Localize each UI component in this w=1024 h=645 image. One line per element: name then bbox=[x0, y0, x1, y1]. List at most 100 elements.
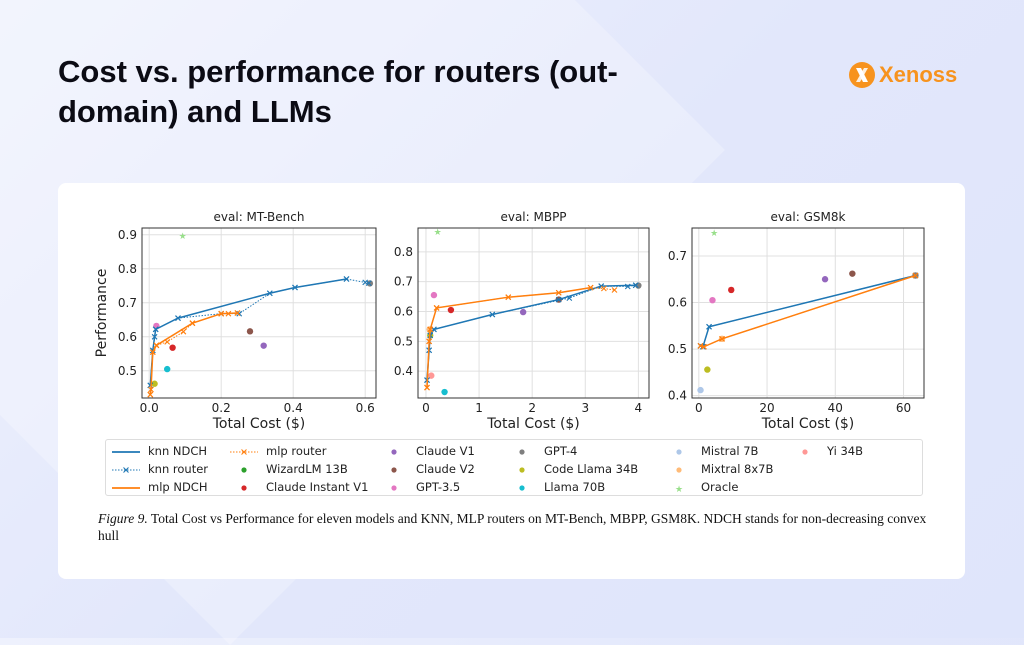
star-icon: ★ bbox=[665, 482, 693, 495]
marker-mlp-router bbox=[149, 349, 156, 355]
y-tick-label: 0.8 bbox=[118, 262, 137, 276]
marker-mlp-router bbox=[719, 335, 725, 342]
legend-item: ★ Oracle bbox=[665, 478, 791, 496]
point-oracle: ★ bbox=[179, 232, 187, 242]
x-tick-label: 20 bbox=[759, 401, 774, 415]
y-tick-label: 0.6 bbox=[668, 296, 687, 310]
marker-knn-NDCH bbox=[555, 296, 562, 303]
y-tick-label: 0.7 bbox=[118, 296, 137, 310]
dot-icon bbox=[508, 464, 536, 474]
x-tick-label: 60 bbox=[896, 401, 911, 415]
chart-title: eval: MT-Bench bbox=[214, 210, 305, 224]
point-claude-v1 bbox=[519, 308, 527, 316]
y-tick-label: 0.4 bbox=[394, 364, 413, 378]
dot-icon bbox=[508, 446, 536, 456]
point-llama-70b bbox=[164, 365, 171, 373]
legend-item: GPT-4 bbox=[508, 442, 665, 460]
legend-label: Llama 70B bbox=[544, 480, 606, 494]
marker-knn-router bbox=[236, 310, 243, 317]
legend-label: knn NDCH bbox=[148, 444, 208, 458]
series-mlp-NDCH bbox=[426, 286, 591, 388]
marker-mlp-router bbox=[611, 287, 618, 293]
figure-card bbox=[58, 183, 965, 579]
line-icon bbox=[112, 482, 140, 492]
chart-title: eval: MBPP bbox=[500, 210, 566, 224]
x-tick-label: 0.4 bbox=[284, 401, 303, 415]
marker-mlp-router bbox=[701, 343, 707, 350]
point-claude-v2 bbox=[246, 328, 254, 335]
marker-knn-router bbox=[632, 282, 639, 289]
caption-label: Figure 9. bbox=[98, 511, 148, 526]
legend-item: Mixtral 8x7B bbox=[665, 460, 791, 478]
dot-icon bbox=[230, 482, 258, 492]
chart-0: 0.0 0.2 0.4 0.6 0.5 0.6 0.7 0.8 0.9 eval: MT-Benc… bbox=[94, 210, 377, 432]
legend-label: GPT-4 bbox=[544, 444, 578, 458]
y-tick-label: 0.7 bbox=[394, 275, 413, 289]
marker-knn-router bbox=[489, 311, 496, 318]
legend-item: WizardLM 13B bbox=[230, 460, 380, 478]
point-claude-instant-v1 bbox=[728, 286, 735, 294]
legend-label: knn router bbox=[148, 462, 209, 476]
y-axis-label: Performance bbox=[94, 269, 110, 358]
point-code-llama-34b bbox=[151, 380, 158, 387]
marker-knn-router bbox=[706, 323, 712, 330]
marker-mlp-router bbox=[147, 391, 154, 398]
marker-mlp-NDCH bbox=[148, 386, 154, 393]
marker-mlp-router bbox=[555, 289, 562, 296]
legend-item: GPT-3.5 bbox=[380, 478, 508, 496]
marker-mlp-router bbox=[180, 328, 187, 335]
point-claude-instant-v1 bbox=[447, 306, 455, 314]
chart-1: 0 1 2 3 4 0.4 0.5 0.6 0.7 0.8 eval: MBPP Total Cost… bbox=[394, 210, 650, 432]
legend-item: knn router bbox=[112, 460, 230, 478]
caption-text: Total Cost vs Performance for eleven mod… bbox=[98, 511, 927, 543]
marker-knn-router bbox=[566, 295, 573, 301]
x-tick-label: 40 bbox=[828, 401, 843, 415]
marker-mlp-router bbox=[225, 310, 232, 317]
x-tick-label: 0.0 bbox=[140, 401, 159, 415]
marker-mlp-router bbox=[912, 272, 919, 279]
marker-knn-router bbox=[152, 326, 159, 333]
marker-knn-router bbox=[292, 284, 298, 291]
point-gpt-3-5 bbox=[430, 291, 438, 299]
marker-knn-router bbox=[343, 276, 350, 282]
legend-label: Oracle bbox=[701, 480, 739, 494]
marker-mlp-router bbox=[164, 339, 171, 345]
legend-item: Llama 70B bbox=[508, 478, 665, 496]
marker-mlp-router bbox=[234, 310, 241, 316]
point-oracle: ★ bbox=[710, 229, 718, 239]
marker-mlp-router bbox=[505, 294, 512, 301]
point-mistral-7b bbox=[697, 386, 704, 394]
y-tick-label: 0.5 bbox=[394, 334, 413, 348]
series-knn-router bbox=[426, 284, 636, 381]
marker-knn-router bbox=[175, 315, 181, 321]
marker-mlp-router bbox=[218, 310, 225, 317]
x-tick-label: 0 bbox=[422, 401, 430, 415]
legend-label: mlp NDCH bbox=[148, 480, 208, 494]
series-mlp-router bbox=[149, 312, 238, 395]
point-yi-34b bbox=[428, 372, 435, 379]
legend-item: Mistral 7B bbox=[665, 442, 791, 460]
series-mlp-router bbox=[700, 275, 916, 348]
y-tick-label: 0.9 bbox=[118, 228, 137, 242]
legend-item: Yi 34B bbox=[791, 442, 891, 460]
marker-mlp-router bbox=[427, 326, 434, 333]
x-axis-label: Total Cost ($) bbox=[761, 416, 855, 432]
point-claude-v1 bbox=[821, 276, 829, 283]
legend-label: mlp router bbox=[266, 444, 327, 458]
x-axis-label: Total Cost ($) bbox=[212, 416, 306, 432]
point-llama-70b bbox=[441, 388, 448, 396]
point-oracle: ★ bbox=[434, 228, 442, 238]
x-tick-label: 3 bbox=[581, 401, 589, 415]
point-claude-instant-v1 bbox=[169, 344, 176, 351]
dot-icon bbox=[230, 464, 258, 474]
legend-item: Claude Instant V1 bbox=[230, 478, 380, 496]
x-axis-label: Total Cost ($) bbox=[486, 416, 580, 432]
x-tick-label: 0 bbox=[695, 401, 703, 415]
marker-mlp-router bbox=[426, 338, 433, 345]
plot-frame bbox=[417, 227, 650, 399]
legend-label: Yi 34B bbox=[827, 444, 863, 458]
line-icon bbox=[112, 446, 140, 456]
marker-knn-router bbox=[266, 290, 273, 297]
x-tick-label: 0.6 bbox=[356, 401, 375, 415]
